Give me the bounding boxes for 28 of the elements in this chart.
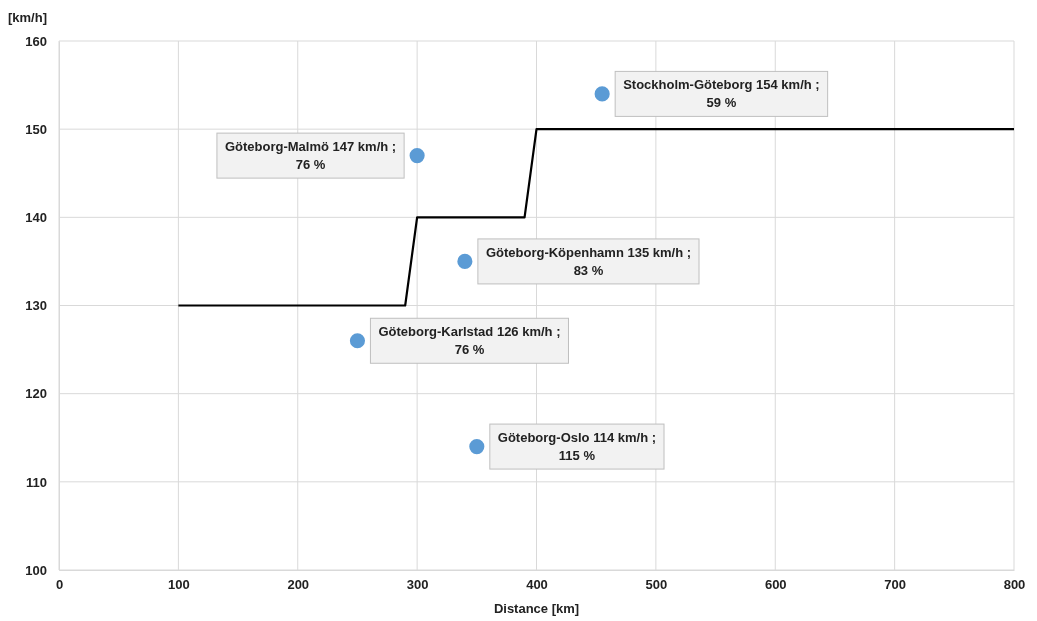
point [594, 86, 610, 102]
y-tick-label: 140 [25, 209, 47, 225]
annotation: Göteborg-Oslo 114 km/h ; 115 % [497, 430, 657, 464]
x-tick-label: 200 [287, 577, 310, 593]
x-tick-label: 400 [526, 577, 548, 593]
y-tick-label: 130 [25, 298, 47, 314]
annotation: Göteborg-Karlstad 126 km/h ; 76 % [378, 324, 561, 358]
x-axis-title: Distance [km] [493, 601, 580, 616]
annotation: Stockholm-Göteborg 154 km/h ; 59 % [623, 77, 820, 111]
x-tick-label: 300 [406, 577, 429, 593]
point [349, 333, 366, 349]
point [457, 253, 473, 269]
x-tick-label: 600 [764, 577, 787, 593]
x-tick-label: 700 [884, 577, 906, 593]
y-tick-label: 160 [25, 33, 47, 49]
x-tick-label: 100 [168, 577, 190, 593]
y-tick-label: 110 [26, 474, 47, 490]
point [409, 148, 425, 164]
x-tick-label: 800 [1003, 577, 1026, 593]
x-tick-label: 500 [645, 577, 668, 593]
y-tick-label: 100 [25, 562, 47, 578]
point [469, 439, 485, 455]
y-tick-label: 150 [25, 121, 47, 137]
y-axis-title: [km/h] [8, 10, 47, 25]
annotation: Göteborg-Köpenhamn 135 km/h ; 83 % [485, 244, 692, 278]
x-tick-label: 0 [55, 577, 64, 593]
annotation: Göteborg-Malmö 147 km/h ; 76 % [224, 139, 397, 173]
y-tick-label: 120 [25, 386, 47, 402]
